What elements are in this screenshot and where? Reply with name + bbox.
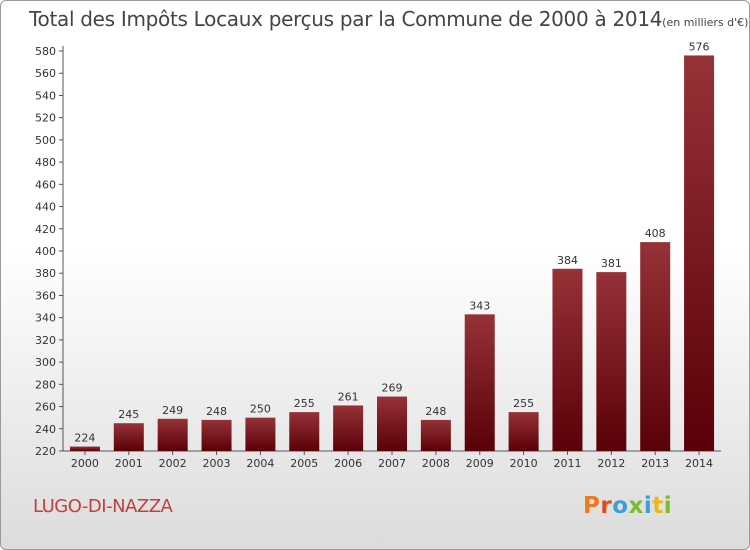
x-tick-label: 2010 [510,457,538,470]
data-label-2011: 384 [557,254,578,267]
data-label-2010: 255 [513,397,534,410]
data-label-2001: 245 [118,408,139,421]
logo-letter: P [583,493,601,519]
data-label-2012: 381 [601,257,622,270]
x-tick-label: 2012 [597,457,625,470]
y-tick-label: 240 [35,423,56,436]
y-axis: 220 240 260 280 300 320 340 360 380 400 420 440 460 4… [35,45,64,458]
bar-2003 [201,419,232,451]
bar-2005 [289,412,320,451]
bar-2011 [552,268,583,451]
data-label-2009: 343 [469,299,490,312]
y-tick-label: 400 [35,245,56,258]
y-tick-label: 500 [35,134,56,147]
logo-letter: o [612,493,629,519]
bar-2001 [113,423,144,451]
bar-2006 [333,405,364,451]
data-label-2013: 408 [645,227,666,240]
x-tick-label: 2004 [246,457,274,470]
data-label-2007: 269 [382,382,403,395]
y-tick-label: 540 [35,89,56,102]
bar-2012 [596,272,627,451]
bar-2008 [420,419,451,451]
commune-name: LUGO-DI-NAZZA [33,496,173,517]
x-tick-label: 2005 [290,457,318,470]
bar-2004 [245,417,276,451]
data-label-2005: 255 [294,397,315,410]
proxiti-logo[interactable]: Proxiti [583,493,672,519]
y-tick-label: 320 [35,334,56,347]
y-tick-label: 560 [35,67,56,80]
y-tick-label: 300 [35,356,56,369]
data-labels: 224 245 249 248 250 255 261 269 248 343 255 384 381 4… [74,40,709,444]
data-label-2004: 250 [250,403,271,416]
logo-letter: i [663,493,673,519]
chart-title: Total des Impôts Locaux perçus par la Co… [29,7,748,31]
data-label-2014: 576 [689,40,710,53]
y-tick-label: 580 [35,45,56,58]
y-tick-label: 380 [35,267,56,280]
bar-2007 [377,396,407,451]
logo-letter: i [643,493,653,519]
bar-2010 [508,412,539,451]
bar-2013 [640,242,671,451]
bar-series [69,55,715,451]
chart-unit: (en milliers d'€) [662,16,749,29]
data-label-2000: 224 [74,432,95,445]
x-tick-label: 2000 [71,457,99,470]
bar-2002 [157,418,188,451]
y-tick-label: 360 [35,289,56,302]
y-tick-label: 520 [35,112,56,125]
y-tick-label: 260 [35,401,56,414]
x-tick-label: 2009 [466,457,494,470]
y-tick-label: 340 [35,312,56,325]
x-tick-label: 2006 [334,457,362,470]
y-tick-label: 480 [35,156,56,169]
x-tick-label: 2007 [378,457,406,470]
data-label-2008: 248 [425,405,446,418]
y-tick-label: 280 [35,378,56,391]
data-label-2003: 248 [206,405,227,418]
x-tick-label: 2014 [685,457,713,470]
logo-letter: t [652,493,664,519]
logo-letter: x [628,493,644,519]
x-axis: 2000 2001 2002 2003 2004 2005 2006 2007 2008 2009… [63,450,721,470]
data-label-2006: 261 [338,390,359,403]
logo-letter: r [600,493,613,519]
x-tick-label: 2013 [641,457,669,470]
bar-2009 [464,314,495,451]
x-tick-label: 2003 [203,457,231,470]
y-tick-label: 220 [35,445,56,458]
x-tick-label: 2002 [159,457,187,470]
data-label-2002: 249 [162,404,183,417]
y-tick-label: 460 [35,178,56,191]
x-tick-label: 2001 [115,457,143,470]
x-tick-label: 2008 [422,457,450,470]
y-tick-label: 440 [35,201,56,214]
bar-2000 [69,446,100,451]
x-tick-label: 2011 [553,457,581,470]
y-tick-label: 420 [35,223,56,236]
chart-title-text: Total des Impôts Locaux perçus par la Co… [29,7,663,31]
bar-2014 [684,55,715,451]
